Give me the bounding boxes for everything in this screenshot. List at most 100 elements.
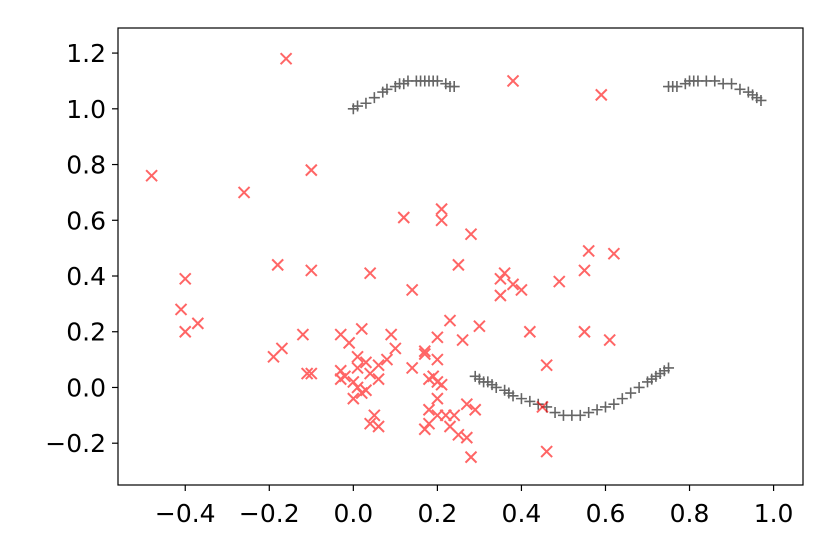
x-tick-label: 0.6 (586, 499, 626, 528)
x-point (435, 202, 448, 216)
plus-point (381, 83, 393, 95)
y-tick-label: 0.2 (66, 318, 106, 347)
x-point (456, 333, 469, 347)
x-point (405, 283, 419, 297)
x-point (237, 186, 251, 199)
plus-point (352, 100, 364, 112)
plus-point (448, 81, 460, 93)
plus-point (431, 75, 443, 87)
plus-point (671, 81, 683, 93)
y-tick-label: 0.4 (66, 262, 106, 291)
x-tick-label: −0.4 (155, 499, 216, 528)
x-tick-label: 0.2 (418, 499, 458, 528)
series-1 (145, 52, 621, 464)
x-point (418, 347, 431, 361)
x-point (431, 353, 444, 366)
x-point (267, 350, 280, 364)
x-tick-label: −0.2 (239, 499, 300, 528)
y-tick-label: 1.0 (66, 95, 106, 124)
x-point (536, 400, 549, 414)
x-point (279, 52, 293, 65)
x-point (473, 319, 486, 333)
plus-point (368, 92, 380, 104)
y-tick-label: 0.8 (66, 151, 106, 180)
x-point (607, 247, 621, 260)
y-axis: −0.2 0.0 0.2 0.4 0.6 0.8 1.0 1.2 (45, 39, 118, 458)
plus-point (663, 362, 675, 374)
y-tick-label: 1.2 (66, 39, 106, 68)
y-tick-label: 0.0 (66, 373, 106, 402)
plus-point (734, 83, 746, 95)
x-point (359, 356, 373, 369)
x-point (578, 325, 591, 338)
x-point (179, 325, 192, 338)
plot-frame (117, 27, 804, 486)
x-point (271, 258, 284, 272)
x-point (418, 423, 431, 436)
x-tick-label: 0.0 (333, 499, 373, 528)
x-point (582, 244, 595, 258)
x-point (296, 328, 310, 341)
plot-marks (145, 52, 767, 464)
x-point (452, 258, 465, 272)
x-point (494, 289, 507, 302)
plus-point (549, 407, 561, 419)
y-tick-label: 0.6 (66, 206, 106, 235)
plus-point (532, 398, 544, 410)
x-point (464, 450, 478, 464)
x-point (515, 283, 528, 297)
plus-point (515, 393, 527, 405)
x-point (435, 214, 448, 227)
x-point (355, 322, 368, 336)
x-point (553, 275, 566, 288)
plus-point (583, 407, 595, 419)
x-point (363, 417, 377, 430)
x-point (443, 314, 457, 327)
x-point (460, 431, 474, 444)
x-point (422, 372, 436, 386)
x-point (397, 211, 410, 224)
x-point (506, 278, 520, 291)
x-point (469, 403, 482, 416)
x-point (431, 392, 444, 405)
x-point (372, 372, 385, 386)
x-point (368, 409, 381, 422)
plus-point (574, 409, 586, 421)
x-point (174, 303, 188, 316)
x-point (595, 88, 608, 102)
plus-point (755, 94, 767, 106)
x-point (145, 169, 158, 182)
x-tick-label: 0.8 (670, 499, 710, 528)
plus-point (625, 387, 637, 399)
x-tick-label: 0.4 (502, 499, 542, 528)
plus-point (726, 78, 738, 90)
plus-point (608, 398, 620, 410)
x-point (305, 264, 318, 277)
x-axis: −0.4 −0.2 0.0 0.2 0.4 0.6 0.8 1.0 (155, 485, 793, 528)
plus-point (524, 395, 536, 407)
x-point (439, 409, 452, 422)
x-point (452, 428, 465, 442)
x-point (305, 367, 318, 380)
x-point (363, 367, 377, 380)
plus-point (490, 381, 502, 393)
plus-point (599, 401, 611, 413)
x-point (422, 403, 436, 416)
x-point (179, 272, 192, 286)
x-point (603, 333, 616, 347)
plus-point (633, 381, 645, 393)
x-point (405, 361, 419, 375)
x-point (418, 345, 431, 358)
x-point (506, 74, 520, 88)
series-0 (347, 75, 767, 421)
y-tick-label: −0.2 (45, 429, 106, 458)
x-point (300, 367, 314, 380)
x-point (347, 392, 360, 405)
x-point (460, 397, 474, 411)
x-point (191, 317, 205, 330)
x-point (431, 331, 444, 344)
plus-point (360, 97, 372, 109)
x-point (342, 336, 356, 350)
x-point (498, 267, 511, 280)
